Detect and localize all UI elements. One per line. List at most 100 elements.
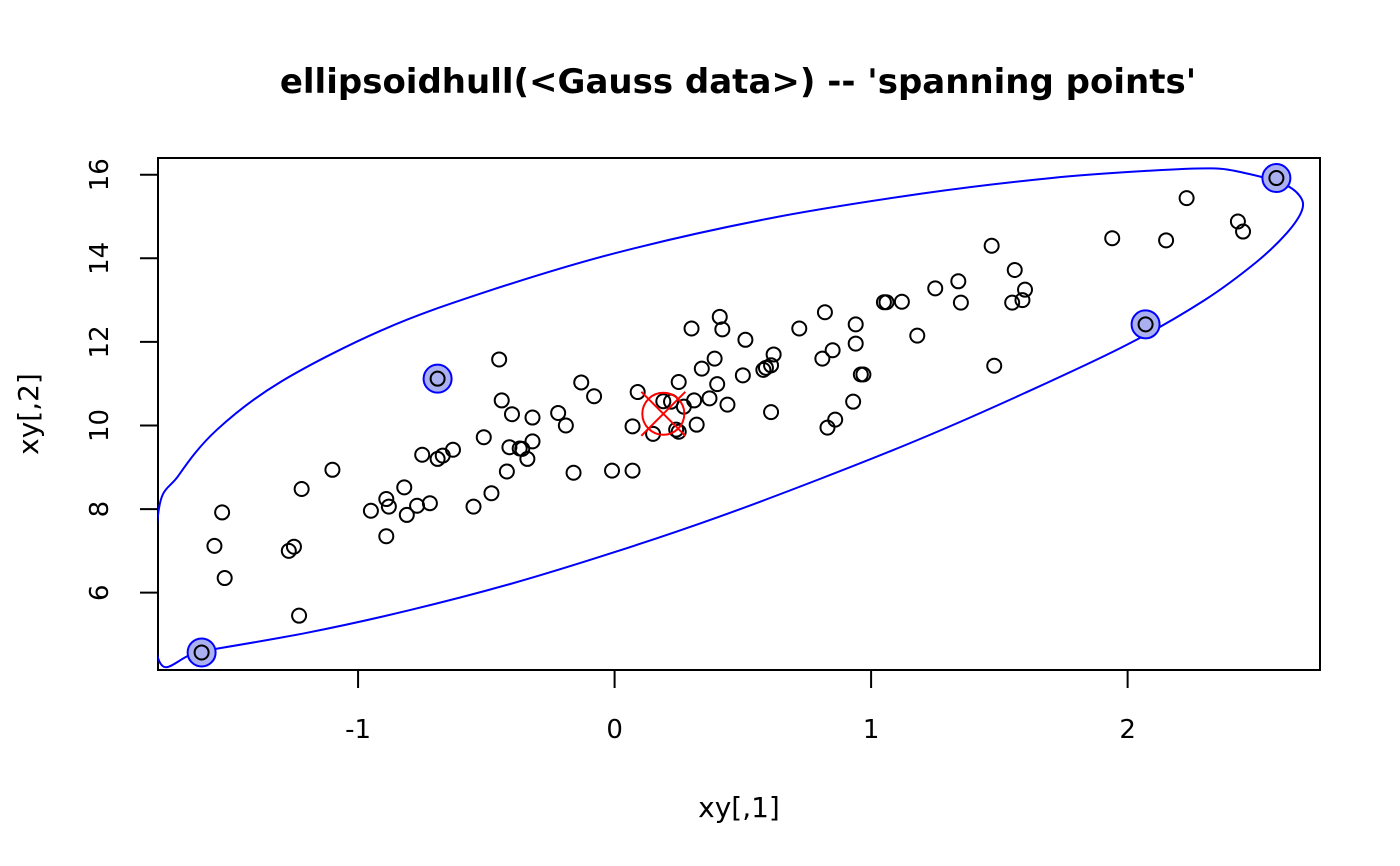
data-point <box>791 320 808 337</box>
data-point <box>214 504 231 521</box>
data-point <box>586 388 603 405</box>
data-point <box>565 464 582 481</box>
data-point <box>421 495 438 512</box>
data-point <box>324 461 341 478</box>
y-axis-label: xy[,2] <box>12 373 45 455</box>
data-point <box>429 370 446 387</box>
y-tick-label: 10 <box>85 409 115 442</box>
data-point <box>950 273 967 290</box>
data-point <box>714 321 731 338</box>
data-point <box>498 463 515 480</box>
data-point <box>706 350 723 367</box>
spanning-point <box>1130 309 1161 340</box>
data-point <box>475 429 492 446</box>
data-point <box>444 441 461 458</box>
data-point <box>624 418 641 435</box>
spanning-points <box>186 163 1292 668</box>
y-axis: 6 8 10 12 14 16 <box>85 158 159 601</box>
data-point <box>693 360 710 377</box>
data-point <box>927 280 944 297</box>
data-point <box>378 528 395 545</box>
data-point <box>524 433 541 450</box>
chart-title: ellipsoidhull(<Gauss data>) -- 'spanning… <box>280 62 1196 102</box>
y-tick-label: 12 <box>85 325 115 358</box>
hull-center-marker <box>640 391 687 437</box>
data-point <box>216 570 233 587</box>
data-point <box>398 506 415 523</box>
data-point <box>814 350 831 367</box>
data-point <box>1235 223 1252 240</box>
data-point <box>362 502 379 519</box>
data-point <box>380 498 397 515</box>
data-point <box>491 351 508 368</box>
data-point <box>414 446 431 463</box>
data-point <box>878 294 895 311</box>
data-point <box>1014 292 1031 309</box>
data-point <box>624 462 641 479</box>
data-point <box>719 396 736 413</box>
data-point <box>629 384 646 401</box>
spanning-point <box>186 637 217 668</box>
data-point <box>824 342 841 359</box>
data-point <box>1137 316 1154 333</box>
data-point <box>193 644 210 661</box>
data-point <box>396 479 413 496</box>
plot-frame <box>157 157 1321 671</box>
y-tick-label: 8 <box>85 501 115 518</box>
data-point <box>519 450 536 467</box>
data-point <box>819 419 836 436</box>
x-axis: -1 0 1 2 <box>345 669 1136 745</box>
data-point <box>493 392 510 409</box>
data-point <box>291 607 308 624</box>
data-point <box>763 357 780 374</box>
data-point <box>847 335 864 352</box>
data-point <box>670 423 687 440</box>
data-point <box>670 374 687 391</box>
data-point <box>1006 262 1023 279</box>
spanning-point <box>1261 163 1292 194</box>
x-tick-label: 0 <box>606 715 623 745</box>
data-point <box>1104 230 1121 247</box>
data-point <box>280 542 297 559</box>
y-tick-label: 6 <box>85 584 115 601</box>
data-point <box>206 537 223 554</box>
data-point <box>1268 170 1285 187</box>
data-point <box>845 393 862 410</box>
center-cross-line <box>640 391 687 437</box>
data-point <box>668 421 685 438</box>
data-point <box>557 417 574 434</box>
data-point <box>483 485 500 502</box>
data-point <box>293 481 310 498</box>
data-point <box>755 361 772 378</box>
data-point <box>550 404 567 421</box>
center-circle <box>641 391 686 436</box>
data-point <box>1178 190 1195 207</box>
data-point <box>952 294 969 311</box>
data-point <box>686 392 703 409</box>
data-point <box>514 440 531 457</box>
data-point <box>816 304 833 321</box>
data-points <box>193 170 1285 661</box>
data-point <box>285 538 302 555</box>
data-point <box>827 411 844 428</box>
x-tick-label: -1 <box>345 715 371 745</box>
data-point <box>409 497 426 514</box>
data-point <box>1004 294 1021 311</box>
data-point <box>465 498 482 515</box>
data-point <box>734 367 751 384</box>
data-point <box>524 409 541 426</box>
data-point <box>909 327 926 344</box>
data-point <box>763 404 780 421</box>
ellipsoid-hull <box>158 167 1305 669</box>
data-point <box>701 390 718 407</box>
data-point <box>1229 213 1246 230</box>
data-point <box>1017 281 1034 298</box>
x-axis-label: xy[,1] <box>698 791 780 824</box>
data-point <box>378 491 395 508</box>
data-point <box>503 406 520 423</box>
data-point <box>765 346 782 363</box>
y-tick-label: 16 <box>85 158 115 191</box>
data-point <box>893 293 910 310</box>
y-tick-label: 14 <box>85 242 115 275</box>
